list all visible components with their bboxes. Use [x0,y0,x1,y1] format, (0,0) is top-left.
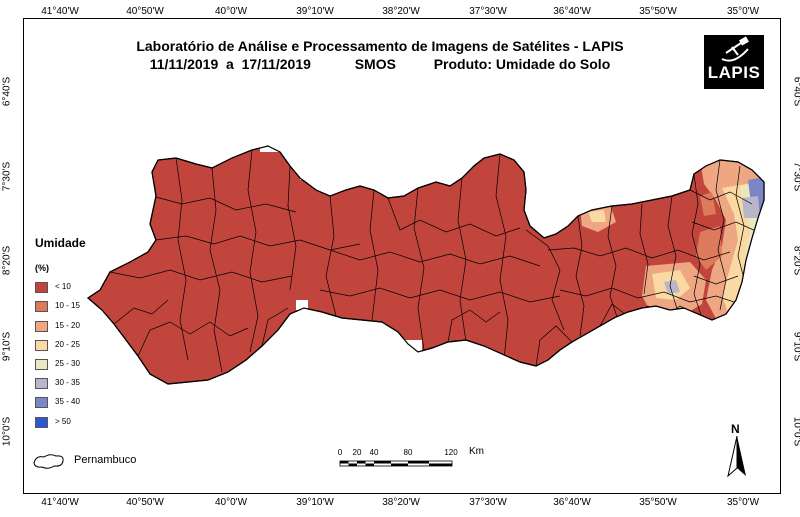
lon-tick-bottom: 40°0'W [214,497,248,508]
legend-swatch [35,378,48,389]
scale-label: 20 [352,448,362,457]
legend-swatch [35,321,48,332]
lat-tick-left: 8°20'S [1,245,13,276]
lon-tick-bottom: 37°30'W [469,497,507,508]
lat-tick-left: 7°30'S [1,161,13,192]
lapis-logo: LAPIS [704,35,764,89]
lon-tick-top: 35°50'W [639,6,677,17]
scale-label: 80 [403,448,413,457]
satellite-icon [721,36,749,62]
lat-tick-right: 9°10'S [791,331,800,362]
product-name: Produto: Umidade do Solo [433,56,611,72]
lon-tick-top: 41°40'W [41,6,79,17]
lon-tick-bottom: 35°50'W [639,497,677,508]
lon-tick-top: 35°0'W [726,6,760,17]
date-range: 11/11/2019 a 17/11/2019 [149,56,311,72]
lon-tick-top: 37°30'W [469,6,507,17]
lon-tick-top: 40°50'W [126,6,164,17]
lon-tick-bottom: 36°40'W [553,497,591,508]
legend-label: > 50 [55,417,71,426]
north-arrow: N [722,422,752,478]
legend-label: 30 - 35 [55,378,80,387]
sensor-name: SMOS [354,56,396,72]
lat-tick-right: 8°20'S [791,245,800,276]
lat-tick-right: 7°30'S [791,161,800,192]
lat-tick-right: 10°0'S [791,416,800,447]
legend-swatch [35,340,48,351]
lon-tick-top: 39°10'W [296,6,334,17]
north-label: N [731,422,740,436]
legend-swatch [35,359,48,370]
lat-tick-left: 10°0'S [1,416,13,447]
municipality-borders [109,149,759,373]
scale-ruler [339,460,453,467]
map-frame [23,18,781,494]
scale-label: 120 [444,448,458,457]
lon-tick-bottom: 38°20'W [382,497,420,508]
logo-text: LAPIS [707,63,761,82]
lon-tick-top: 38°20'W [382,6,420,17]
legend-title: Umidade [35,236,86,250]
map-subtitle: 11/11/2019 a 17/11/2019 SMOS Produto: Um… [100,56,660,72]
legend-label: 10 - 15 [55,301,80,310]
lon-tick-top: 40°0'W [214,6,248,17]
lon-tick-bottom: 35°0'W [726,497,760,508]
state-legend-label: Pernambuco [74,454,137,466]
lat-tick-right: 6°40'S [791,76,800,107]
map-title: Laboratório de Análise e Processamento d… [136,38,624,54]
lat-tick-left: 9°10'S [1,331,13,362]
legend-swatch [35,282,48,293]
legend-label: < 10 [55,282,71,291]
lon-tick-bottom: 40°50'W [126,497,164,508]
lon-tick-bottom: 39°10'W [296,497,334,508]
scale-label: 0 [337,448,343,457]
lat-tick-left: 6°40'S [1,76,13,107]
legend-label: 15 - 20 [55,321,80,330]
legend-label: 35 - 40 [55,397,80,406]
legend-label: 20 - 25 [55,340,80,349]
scale-label: 40 [369,448,379,457]
north-arrow-icon [727,436,746,478]
legend-swatch [35,301,48,312]
state-legend: Pernambuco [32,451,136,476]
scale-unit: Km [469,446,484,457]
lon-tick-bottom: 41°40'W [41,497,79,508]
legend-swatch [35,417,48,428]
legend-unit: (%) [35,263,49,273]
lon-tick-top: 36°40'W [553,6,591,17]
state-outline-icon [33,454,64,469]
legend-label: 25 - 30 [55,359,80,368]
legend-swatch [35,397,48,408]
